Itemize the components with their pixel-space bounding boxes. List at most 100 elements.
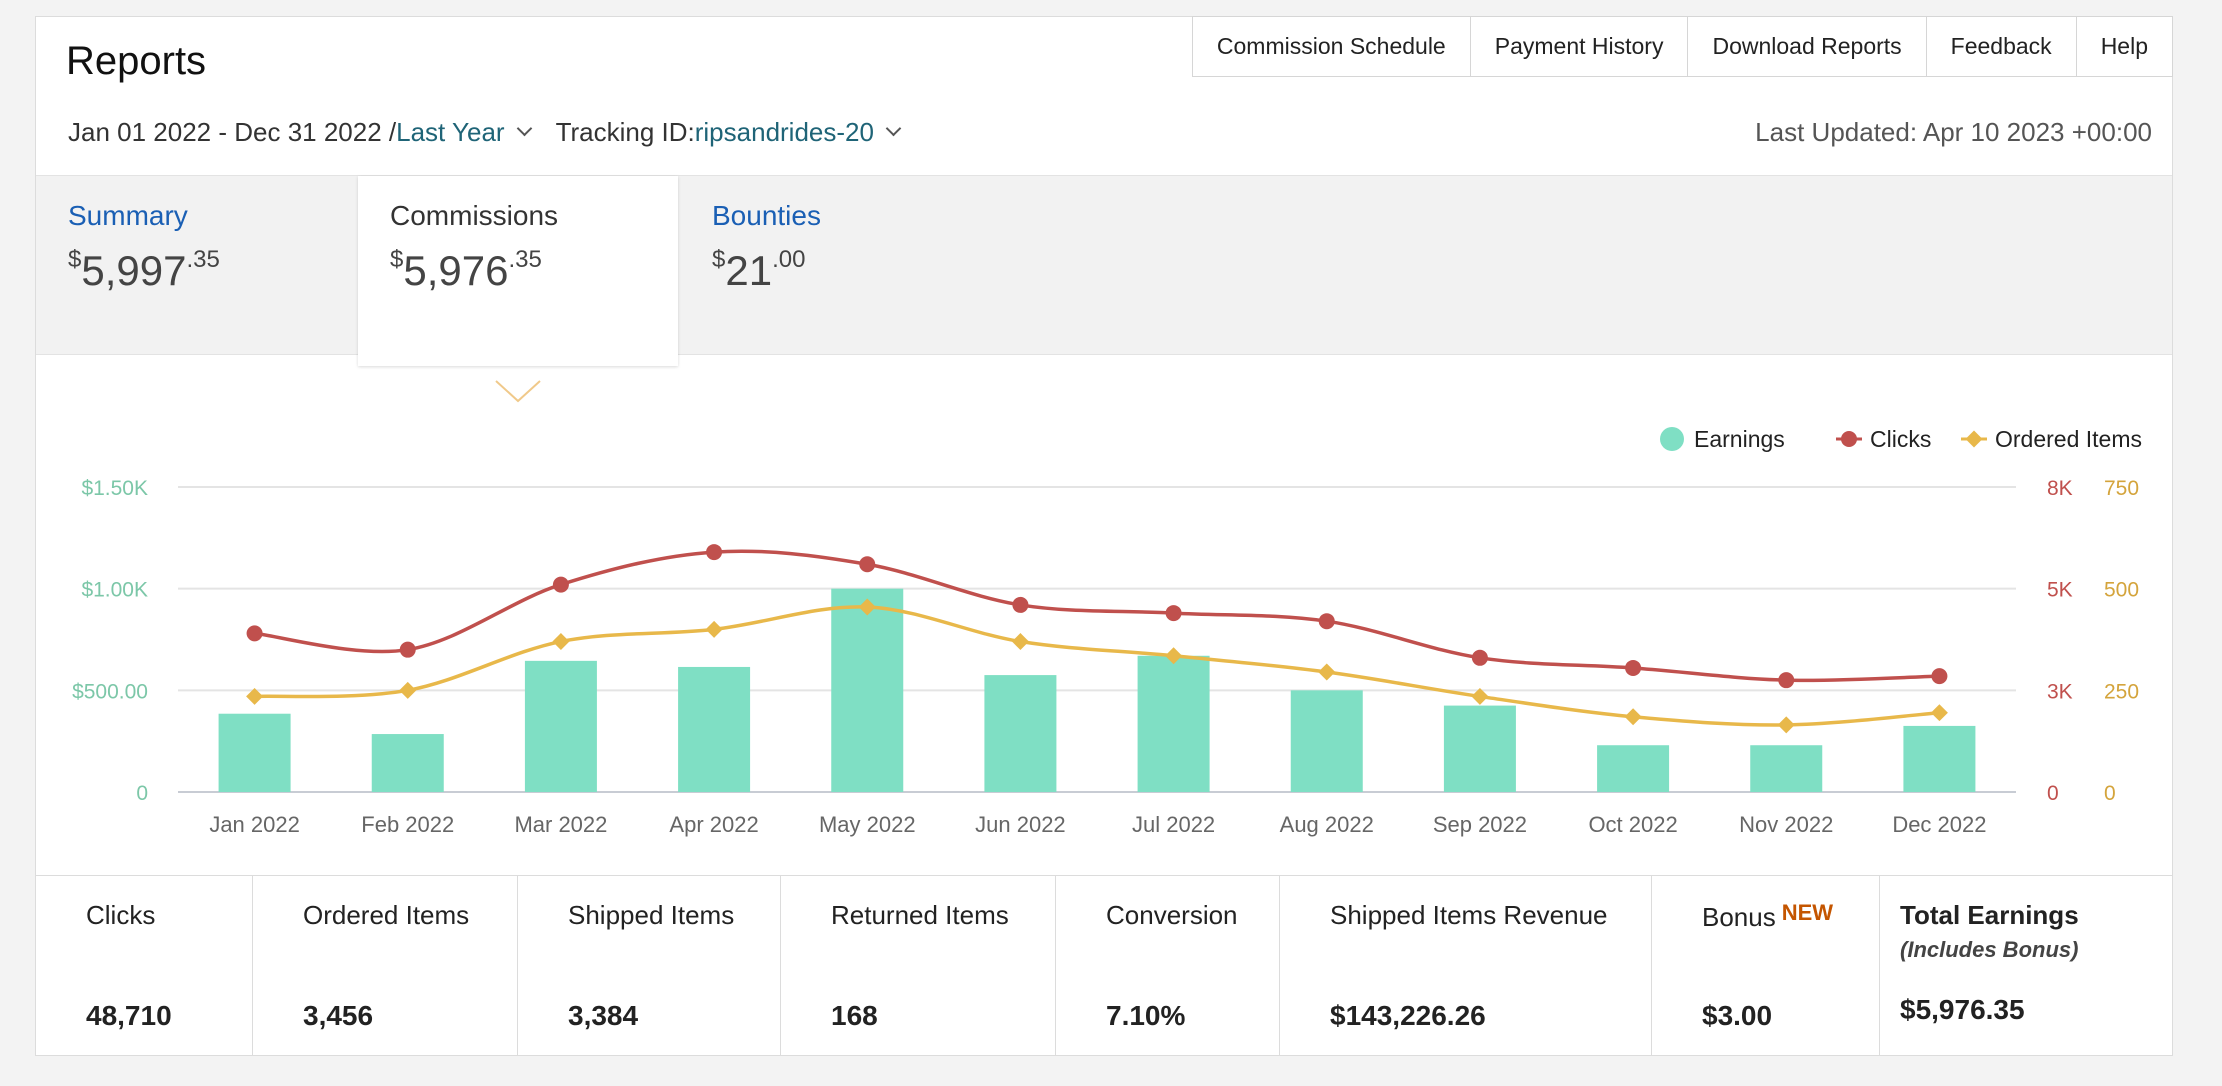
earnings-bar: [1290, 690, 1363, 792]
right-axis-tick: 3K: [2047, 680, 2073, 703]
stat-clicks: Clicks 48,710: [36, 876, 253, 1056]
ordered-items-point: [1624, 708, 1642, 726]
clicks-point: [1778, 672, 1795, 689]
tab-commissions[interactable]: Commissions $5,976.35: [358, 176, 678, 366]
x-axis-tick: Jan 2022: [209, 812, 300, 837]
feedback-link[interactable]: Feedback: [1925, 16, 2076, 77]
clicks-point: [859, 556, 876, 573]
legend-label: Clicks: [1870, 426, 1931, 452]
tab-amount: $5,997.35: [68, 246, 220, 294]
last-updated: Last Updated: Apr 10 2023 +00:00: [1755, 117, 2152, 147]
earnings-bar: [524, 660, 597, 792]
clicks-point: [246, 625, 263, 642]
page-title: Reports: [66, 39, 207, 83]
ordered-items-point: [1011, 633, 1029, 651]
tab-label: Summary: [68, 200, 188, 231]
ordered-items-point: [246, 687, 264, 705]
period-dropdown[interactable]: Last Year: [396, 117, 505, 147]
earnings-bar: [1443, 705, 1516, 792]
x-axis-tick: Feb 2022: [361, 812, 454, 837]
left-axis-tick: $500.00: [72, 680, 148, 703]
tracking-id-dropdown[interactable]: ripsandrides-20: [694, 117, 874, 147]
clicks-point: [706, 544, 723, 561]
earnings-bar: [1597, 745, 1670, 792]
left-axis-tick: 0: [136, 782, 148, 805]
x-axis-tick: Apr 2022: [669, 812, 758, 837]
tab-amount: $21.00: [712, 246, 806, 294]
chart-area: 0 $500.00 $1.00K $1.50K 0 3K 5K 8K 0 250 500 750 Jan…: [36, 357, 2172, 877]
chevron-down-icon[interactable]: [885, 120, 902, 137]
ordered-items-point: [1930, 704, 1948, 722]
x-axis-tick: Mar 2022: [514, 812, 607, 837]
right-axis-tick: 8K: [2047, 477, 2073, 500]
ordered-items-point: [552, 633, 570, 651]
earnings-legend-icon: [1660, 427, 1684, 451]
reports-card: Reports Commission Schedule Payment Hist…: [35, 16, 2173, 1056]
ordered-items-point: [1777, 716, 1795, 734]
clicks-point: [1165, 605, 1182, 622]
clicks-point: [1471, 649, 1488, 666]
top-nav: Commission Schedule Payment History Down…: [1191, 16, 2173, 77]
payment-history-link[interactable]: Payment History: [1469, 16, 1688, 77]
right-axis-tick: 500: [2104, 579, 2139, 602]
stat-shipped-items-revenue: Shipped Items Revenue $143,226.26: [1280, 876, 1652, 1056]
commission-schedule-link[interactable]: Commission Schedule: [1191, 16, 1470, 77]
clicks-point: [1625, 659, 1642, 676]
x-axis-tick: Dec 2022: [1892, 812, 1986, 837]
download-reports-link[interactable]: Download Reports: [1687, 16, 1926, 77]
left-axis-tick: $1.50K: [81, 477, 148, 500]
ordered-items-legend-icon: [1965, 430, 1983, 448]
right-axis-tick: 5K: [2047, 579, 2073, 602]
ordered-items-point: [1318, 663, 1336, 681]
x-axis-tick: Aug 2022: [1280, 812, 1374, 837]
earnings-bar: [1750, 745, 1823, 792]
stat-total-earnings: Total Earnings (Includes Bonus) $5,976.3…: [1900, 900, 2079, 1025]
clicks-point: [1012, 596, 1029, 613]
stat-ordered-items: Ordered Items 3,456: [253, 876, 518, 1056]
tab-summary[interactable]: Summary $5,997.35: [36, 176, 356, 354]
ordered-items-point: [858, 598, 876, 616]
right-axis-tick: 750: [2104, 477, 2139, 500]
clicks-point: [1318, 613, 1335, 630]
stat-shipped-items: Shipped Items 3,384: [518, 876, 781, 1056]
tab-pointer-icon: [495, 380, 541, 403]
clicks-point: [399, 641, 416, 658]
earnings-chart: 0 $500.00 $1.00K $1.50K 0 3K 5K 8K 0 250 500 750 Jan…: [72, 380, 2142, 837]
stats-bar: Clicks 48,710 Ordered Items 3,456 Shippe…: [36, 875, 2172, 1056]
earnings-bar: [371, 734, 444, 792]
tab-label: Commissions: [390, 200, 559, 231]
x-axis-tick: Jul 2022: [1132, 812, 1215, 837]
legend-label: Ordered Items: [1995, 426, 2142, 452]
x-axis-tick: Nov 2022: [1739, 812, 1833, 837]
earnings-bar: [831, 588, 904, 792]
report-tabs: Summary $5,997.35 Commissions $5,976.35 …: [36, 175, 2172, 366]
clicks-legend-icon: [1841, 431, 1857, 447]
stat-returned-items: Returned Items 168: [781, 876, 1056, 1056]
clicks-point: [552, 576, 569, 593]
right-axis-tick: 0: [2047, 782, 2059, 805]
tracking-label: Tracking ID:: [555, 117, 695, 147]
x-axis-tick: Jun 2022: [975, 812, 1066, 837]
tab-label: Bounties: [712, 200, 821, 231]
right-axis-tick: 250: [2104, 680, 2139, 703]
x-axis-tick: May 2022: [819, 812, 916, 837]
earnings-bar: [1903, 725, 1976, 792]
chevron-down-icon[interactable]: [516, 120, 532, 137]
earnings-bar: [984, 675, 1057, 792]
stat-conversion: Conversion 7.10%: [1056, 876, 1280, 1056]
earnings-bar: [1137, 655, 1210, 792]
new-badge: NEW: [1781, 900, 1834, 925]
right-axis-tick: 0: [2104, 782, 2116, 805]
help-link[interactable]: Help: [2075, 16, 2173, 77]
x-axis-tick: Sep 2022: [1433, 812, 1527, 837]
tab-bounties[interactable]: Bounties $21.00: [680, 176, 1000, 354]
ordered-items-point: [705, 620, 723, 638]
date-range: Jan 01 2022 - Dec 31 2022 /: [68, 117, 397, 147]
ordered-items-line: [254, 605, 1940, 727]
clicks-point: [1931, 668, 1948, 685]
filters-bar: Jan 01 2022 - Dec 31 2022 / Last Year Tr…: [68, 117, 902, 148]
earnings-bar: [678, 666, 751, 792]
ordered-items-point: [1165, 647, 1183, 665]
stat-bonus: Bonus NEW $3.00: [1652, 876, 1880, 1056]
clicks-line: [254, 549, 1940, 683]
